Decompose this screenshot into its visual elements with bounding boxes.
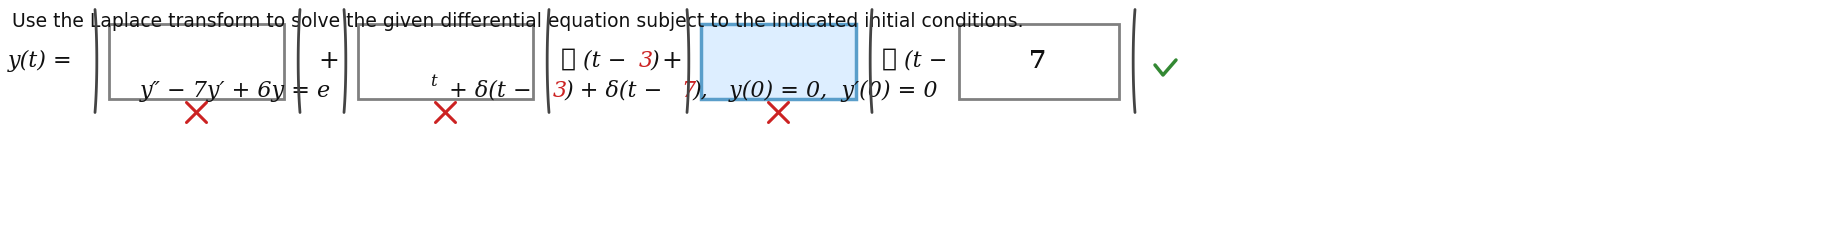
FancyBboxPatch shape [109,24,284,98]
Text: y(t) =: y(t) = [7,50,73,72]
Text: ) + δ(t −: ) + δ(t − [565,80,670,102]
Text: (t −: (t − [903,50,954,72]
Text: 3: 3 [554,80,566,102]
Text: 7: 7 [1029,49,1047,73]
Text: + δ(t −: + δ(t − [443,80,539,102]
Text: y″ − 7y′ + 6y = e: y″ − 7y′ + 6y = e [140,80,331,102]
Text: t: t [430,74,437,91]
Text: ): ) [650,50,659,72]
Text: Use the Laplace transform to solve the given differential equation subject to th: Use the Laplace transform to solve the g… [13,12,1023,31]
Text: +: + [319,49,339,73]
Text: 𝓊: 𝓊 [561,47,575,71]
Text: 7: 7 [681,80,696,102]
Text: 𝓊: 𝓊 [881,47,898,71]
Text: ),   y(0) = 0,  y′(0) = 0: ), y(0) = 0, y′(0) = 0 [692,80,938,102]
Text: (t −: (t − [583,50,634,72]
FancyBboxPatch shape [701,24,856,98]
FancyBboxPatch shape [359,24,534,98]
Text: +: + [661,49,681,73]
Text: 3: 3 [639,50,654,72]
FancyBboxPatch shape [960,24,1118,98]
